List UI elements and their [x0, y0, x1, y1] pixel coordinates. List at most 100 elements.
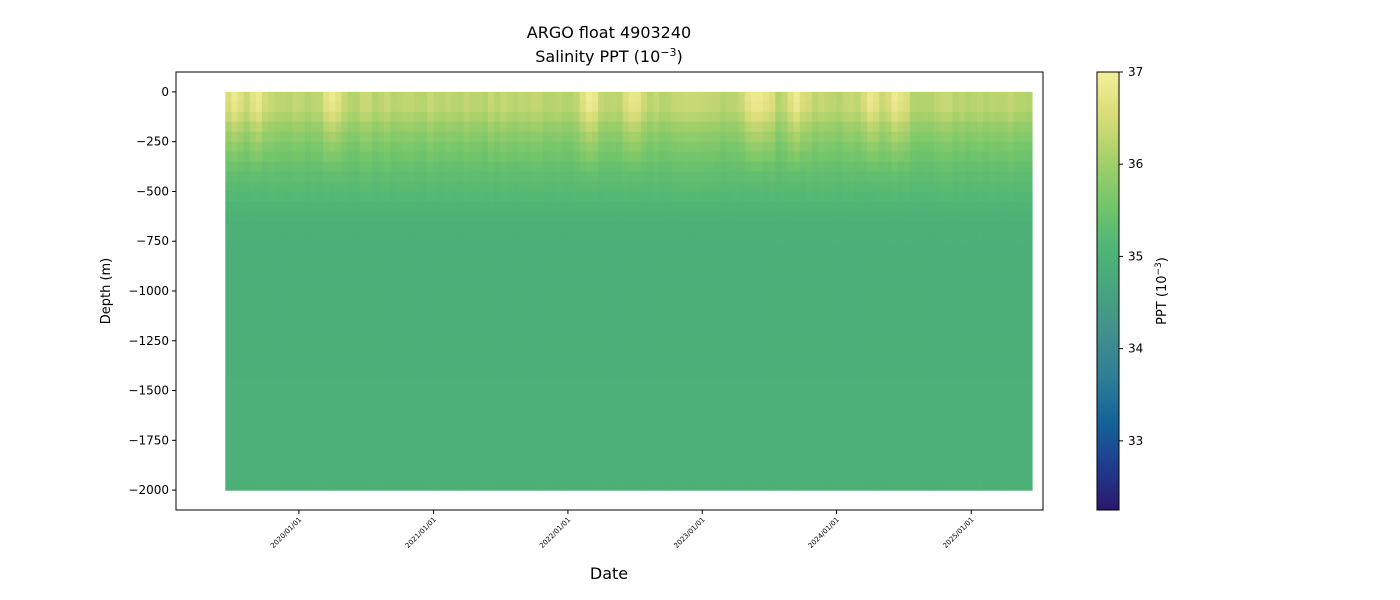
heatmap-cell	[445, 121, 453, 133]
heatmap-column	[671, 91, 679, 491]
heatmap-cell	[261, 161, 269, 173]
heatmap-column	[921, 91, 929, 491]
heatmap-cell	[408, 340, 416, 352]
heatmap-cell	[231, 370, 239, 382]
heatmap-cell	[280, 91, 288, 103]
heatmap-cell	[952, 251, 960, 262]
heatmap-cell	[371, 221, 379, 232]
heatmap-cell	[402, 241, 410, 252]
heatmap-cell	[891, 151, 899, 163]
heatmap-cell	[390, 251, 398, 262]
heatmap-cell	[701, 151, 709, 163]
heatmap-cell	[854, 91, 862, 103]
heatmap-cell	[720, 161, 728, 173]
heatmap-cell	[659, 181, 666, 193]
heatmap-cell	[316, 181, 324, 193]
heatmap-column	[310, 91, 318, 491]
heatmap-cell	[854, 330, 862, 342]
heatmap-cell	[231, 151, 239, 163]
heatmap-cell	[561, 101, 569, 113]
heatmap-cell	[769, 360, 776, 372]
heatmap-cell	[964, 300, 972, 312]
heatmap-cell	[304, 101, 312, 113]
heatmap-cell	[873, 201, 880, 212]
heatmap-cell	[769, 151, 776, 163]
heatmap-cell	[665, 151, 673, 163]
heatmap-cell	[298, 101, 306, 113]
heatmap-cell	[818, 191, 825, 202]
heatmap-cell	[316, 111, 324, 123]
heatmap-cell	[304, 430, 312, 441]
heatmap-column	[738, 91, 746, 491]
heatmap-cell	[530, 201, 538, 212]
heatmap-cell	[805, 221, 813, 232]
heatmap-cell	[708, 460, 715, 471]
heatmap-cell	[316, 350, 324, 362]
heatmap-cell	[390, 410, 398, 421]
heatmap-cell	[274, 440, 281, 451]
heatmap-cell	[921, 300, 929, 312]
heatmap-cell	[353, 241, 361, 252]
heatmap-cell	[414, 101, 422, 113]
heatmap-cell	[848, 101, 856, 113]
heatmap-cell	[316, 231, 324, 242]
heatmap-cell	[402, 111, 410, 123]
heatmap-cell	[775, 330, 783, 342]
heatmap-cell	[286, 470, 294, 481]
heatmap-cell	[824, 161, 831, 173]
heatmap-cell	[866, 221, 874, 232]
heatmap-cell	[598, 330, 605, 342]
heatmap-cell	[726, 271, 734, 282]
heatmap-cell	[824, 281, 831, 292]
heatmap-cell	[744, 380, 752, 392]
heatmap-cell	[860, 440, 868, 451]
heatmap-column	[378, 91, 385, 491]
heatmap-cell	[689, 460, 697, 471]
heatmap-cell	[304, 300, 312, 312]
heatmap-cell	[329, 211, 336, 222]
heatmap-cell	[732, 300, 740, 312]
heatmap-cell	[249, 191, 257, 202]
heatmap-cell	[921, 121, 929, 133]
heatmap-cell	[555, 320, 563, 332]
heatmap-cell	[653, 161, 660, 173]
heatmap-cell	[591, 470, 599, 481]
heatmap-cell	[280, 211, 288, 222]
heatmap-cell	[555, 291, 563, 302]
heatmap-cell	[885, 291, 893, 302]
heatmap-cell	[353, 470, 361, 481]
heatmap-cell	[249, 271, 257, 282]
heatmap-cell	[494, 420, 501, 431]
heatmap-cell	[873, 380, 880, 392]
heatmap-cell	[854, 310, 862, 322]
heatmap-cell	[567, 430, 575, 441]
heatmap-cell	[506, 300, 514, 312]
heatmap-cell	[671, 340, 679, 352]
heatmap-cell	[677, 470, 685, 481]
heatmap-cell	[824, 201, 831, 212]
heatmap-cell	[280, 440, 288, 451]
heatmap-cell	[524, 251, 532, 262]
heatmap-column	[506, 91, 514, 491]
heatmap-cell	[408, 241, 416, 252]
heatmap-cell	[677, 211, 685, 222]
heatmap-cell	[506, 121, 514, 133]
heatmap-cell	[402, 271, 410, 282]
heatmap-cell	[249, 370, 257, 382]
heatmap-cell	[964, 370, 972, 382]
heatmap-cell	[763, 310, 770, 322]
heatmap-cell	[799, 300, 807, 312]
heatmap-cell	[530, 480, 538, 491]
heatmap-cell	[701, 291, 709, 302]
heatmap-cell	[848, 251, 856, 262]
heatmap-cell	[439, 131, 446, 143]
heatmap-cell	[915, 271, 923, 282]
heatmap-cell	[824, 221, 831, 232]
heatmap-cell	[689, 271, 697, 282]
heatmap-cell	[536, 271, 544, 282]
heatmap-cell	[622, 291, 630, 302]
heatmap-cell	[390, 420, 398, 431]
heatmap-cell	[268, 161, 275, 173]
heatmap-cell	[928, 131, 935, 143]
heatmap-cell	[506, 91, 514, 103]
